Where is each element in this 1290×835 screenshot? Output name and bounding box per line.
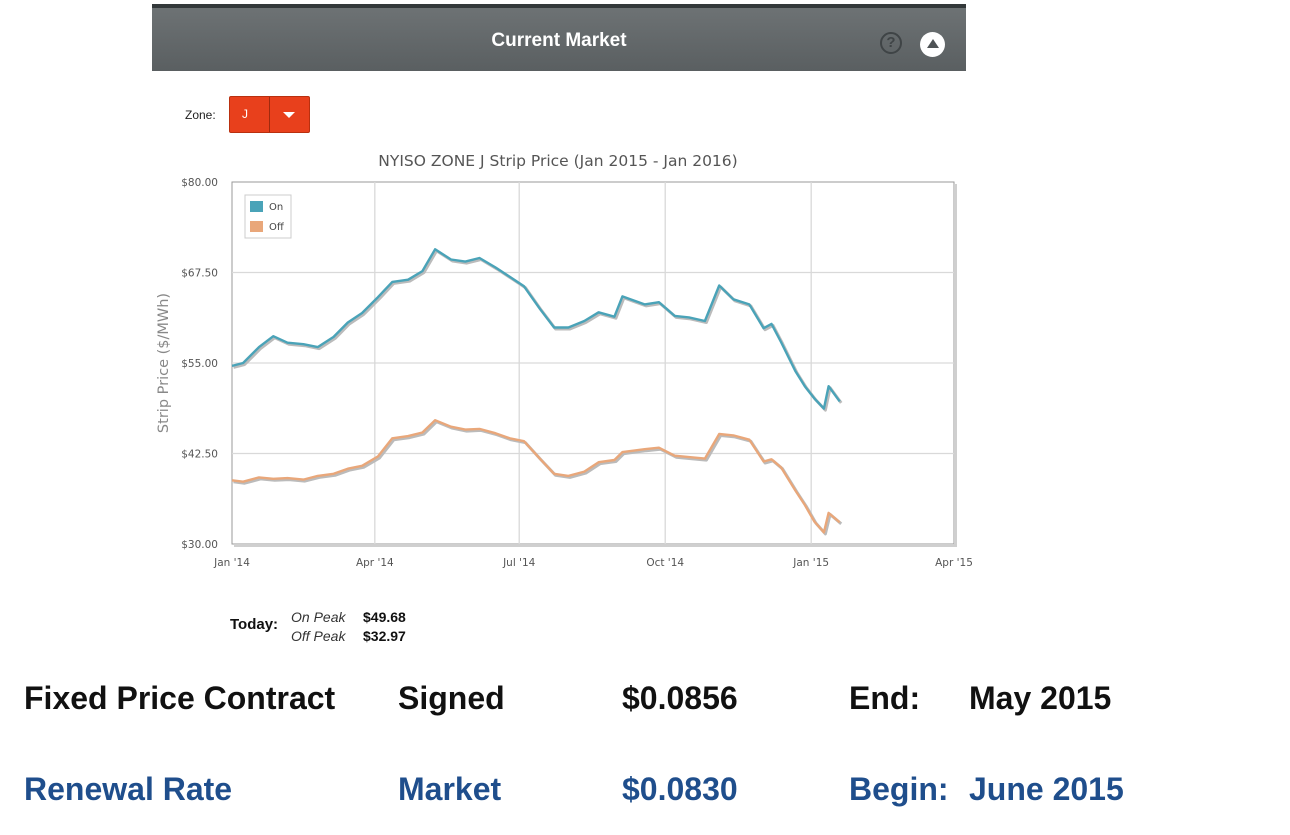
series-shadow	[233, 420, 843, 536]
off-peak-value: $32.97	[363, 628, 406, 644]
zone-label: Zone:	[185, 108, 216, 122]
strip-price-chart: NYISO ZONE J Strip Price (Jan 2015 - Jan…	[156, 152, 973, 569]
y-axis-label: Strip Price ($/MWh)	[156, 293, 172, 433]
plot-shadow-bottom	[234, 544, 957, 547]
plot-shadow	[954, 184, 957, 546]
fixed-contract-date-label: End:	[849, 680, 921, 716]
zone-selected-value: J	[242, 107, 248, 121]
legend-swatch	[250, 201, 263, 212]
renewal-date-label: Begin:	[849, 771, 949, 807]
y-tick-label: $30.00	[181, 539, 218, 551]
series-shadow	[233, 249, 843, 412]
question-circle-icon[interactable]: ?	[880, 32, 902, 54]
legend-swatch	[250, 221, 263, 232]
today-label: Today:	[230, 616, 279, 633]
renewal-date: June 2015	[969, 771, 1124, 807]
legend-label: On	[269, 202, 283, 213]
fixed-contract-date: May 2015	[969, 680, 1112, 716]
fixed-contract-status: Signed	[398, 680, 505, 716]
zone-divider	[269, 97, 270, 132]
x-tick-label: Apr '14	[356, 557, 394, 569]
grid-lines	[232, 182, 954, 544]
on-peak-label: On Peak	[291, 609, 346, 625]
renewal-rate: $0.0830	[622, 771, 738, 807]
fixed-contract-label: Fixed Price Contract	[24, 680, 336, 716]
legend-label: Off	[269, 222, 285, 233]
series-lines	[231, 248, 843, 536]
series-line-off	[231, 419, 841, 534]
series-line-on	[231, 248, 841, 410]
x-tick-label: Jan '14	[213, 557, 250, 569]
fixed-contract-rate: $0.0856	[622, 680, 738, 716]
x-tick-label: Jan '15	[792, 557, 829, 569]
current-market-header: Current Market ?	[152, 4, 966, 71]
y-tick-label: $55.00	[181, 358, 218, 370]
legend: On Off	[244, 194, 292, 239]
renewal-status: Market	[398, 771, 502, 807]
x-tick-label: Apr '15	[935, 557, 973, 569]
y-tick-label: $67.50	[181, 268, 218, 280]
zone-dropdown[interactable]: J	[229, 96, 310, 133]
x-tick-label: Jul '14	[502, 557, 536, 569]
y-tick-label: $42.50	[181, 449, 218, 461]
collapse-triangle-icon[interactable]	[920, 32, 945, 57]
renewal-rate-label: Renewal Rate	[24, 771, 233, 807]
panel-title: Current Market	[491, 30, 627, 51]
off-peak-label: Off Peak	[291, 628, 346, 644]
y-tick-label: $80.00	[181, 177, 218, 189]
axis-ticks: $30.00 $42.50 $55.00 $67.50 $80.00 Jan '14 Apr…	[181, 177, 973, 569]
x-tick-label: Oct '14	[646, 557, 684, 569]
chevron-down-icon[interactable]	[283, 112, 295, 118]
chart-title: NYISO ZONE J Strip Price (Jan 2015 - Jan…	[378, 152, 737, 170]
on-peak-value: $49.68	[363, 609, 406, 625]
